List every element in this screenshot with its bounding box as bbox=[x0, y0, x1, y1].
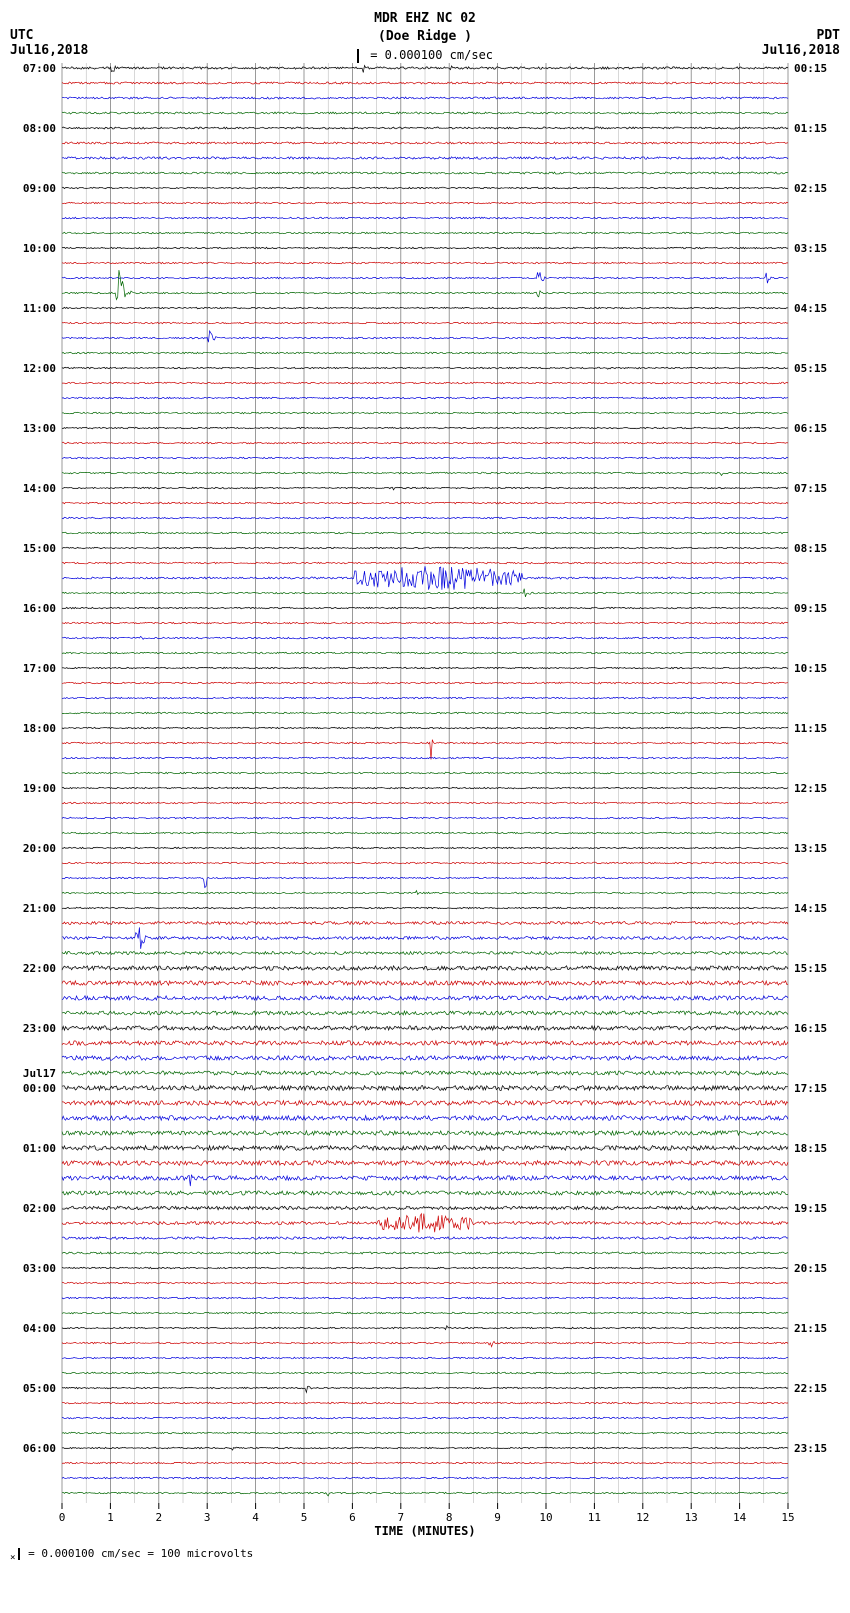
svg-text:6: 6 bbox=[349, 1511, 356, 1524]
svg-text:05:00: 05:00 bbox=[23, 1382, 56, 1395]
svg-text:21:00: 21:00 bbox=[23, 902, 56, 915]
svg-text:14:00: 14:00 bbox=[23, 482, 56, 495]
right-tz-label: PDT bbox=[762, 28, 840, 43]
svg-text:15:00: 15:00 bbox=[23, 542, 56, 555]
svg-text:12: 12 bbox=[636, 1511, 649, 1524]
svg-text:13:00: 13:00 bbox=[23, 422, 56, 435]
footer-bar-icon bbox=[18, 1548, 20, 1560]
svg-text:17:15: 17:15 bbox=[794, 1082, 827, 1095]
svg-text:00:00: 00:00 bbox=[23, 1082, 56, 1095]
svg-text:15:15: 15:15 bbox=[794, 962, 827, 975]
svg-text:02:15: 02:15 bbox=[794, 182, 827, 195]
svg-text:09:15: 09:15 bbox=[794, 602, 827, 615]
svg-text:06:15: 06:15 bbox=[794, 422, 827, 435]
svg-text:12:15: 12:15 bbox=[794, 782, 827, 795]
svg-text:01:15: 01:15 bbox=[794, 122, 827, 135]
scale-text: = 0.000100 cm/sec bbox=[370, 48, 493, 62]
svg-text:3: 3 bbox=[204, 1511, 211, 1524]
svg-text:20:15: 20:15 bbox=[794, 1262, 827, 1275]
svg-text:13:15: 13:15 bbox=[794, 842, 827, 855]
right-timezone-block: PDT Jul16,2018 bbox=[762, 28, 840, 58]
location-line: (Doe Ridge ) bbox=[10, 28, 840, 46]
svg-text:5: 5 bbox=[301, 1511, 308, 1524]
svg-text:23:00: 23:00 bbox=[23, 1022, 56, 1035]
svg-text:09:00: 09:00 bbox=[23, 182, 56, 195]
svg-text:10: 10 bbox=[539, 1511, 552, 1524]
station-header: MDR EHZ NC 02 (Doe Ridge ) bbox=[10, 10, 840, 46]
svg-text:11:15: 11:15 bbox=[794, 722, 827, 735]
svg-text:03:00: 03:00 bbox=[23, 1262, 56, 1275]
scale-note: = 0.000100 cm/sec bbox=[10, 48, 840, 63]
left-tz-label: UTC bbox=[10, 28, 88, 43]
svg-text:06:00: 06:00 bbox=[23, 1442, 56, 1455]
svg-text:14: 14 bbox=[733, 1511, 747, 1524]
svg-text:TIME (MINUTES): TIME (MINUTES) bbox=[374, 1524, 475, 1538]
svg-text:16:00: 16:00 bbox=[23, 602, 56, 615]
svg-text:20:00: 20:00 bbox=[23, 842, 56, 855]
left-timezone-block: UTC Jul16,2018 bbox=[10, 28, 88, 58]
svg-text:7: 7 bbox=[397, 1511, 404, 1524]
svg-text:18:00: 18:00 bbox=[23, 722, 56, 735]
scale-bar-icon bbox=[357, 49, 359, 63]
right-date-label: Jul16,2018 bbox=[762, 43, 840, 58]
svg-text:19:00: 19:00 bbox=[23, 782, 56, 795]
svg-text:22:00: 22:00 bbox=[23, 962, 56, 975]
svg-text:03:15: 03:15 bbox=[794, 242, 827, 255]
svg-text:21:15: 21:15 bbox=[794, 1322, 827, 1335]
svg-text:0: 0 bbox=[59, 1511, 66, 1524]
station-line: MDR EHZ NC 02 bbox=[10, 10, 840, 28]
svg-text:01:00: 01:00 bbox=[23, 1142, 56, 1155]
svg-text:07:00: 07:00 bbox=[23, 63, 56, 75]
svg-text:17:00: 17:00 bbox=[23, 662, 56, 675]
svg-text:04:15: 04:15 bbox=[794, 302, 827, 315]
svg-text:05:15: 05:15 bbox=[794, 362, 827, 375]
svg-text:08:00: 08:00 bbox=[23, 122, 56, 135]
svg-text:22:15: 22:15 bbox=[794, 1382, 827, 1395]
svg-text:11: 11 bbox=[588, 1511, 601, 1524]
svg-text:12:00: 12:00 bbox=[23, 362, 56, 375]
svg-text:18:15: 18:15 bbox=[794, 1142, 827, 1155]
svg-text:2: 2 bbox=[155, 1511, 162, 1524]
footer-scale: × = 0.000100 cm/sec = 100 microvolts bbox=[10, 1547, 840, 1563]
seismogram-page: UTC Jul16,2018 PDT Jul16,2018 MDR EHZ NC… bbox=[10, 10, 840, 1563]
svg-text:15: 15 bbox=[781, 1511, 794, 1524]
seismogram-chart: 0123456789101112131415TIME (MINUTES)07:0… bbox=[10, 63, 840, 1543]
svg-text:02:00: 02:00 bbox=[23, 1202, 56, 1215]
svg-text:23:15: 23:15 bbox=[794, 1442, 827, 1455]
footer-text: = 0.000100 cm/sec = 100 microvolts bbox=[28, 1547, 253, 1560]
svg-text:14:15: 14:15 bbox=[794, 902, 827, 915]
svg-text:9: 9 bbox=[494, 1511, 501, 1524]
svg-text:8: 8 bbox=[446, 1511, 453, 1524]
svg-text:1: 1 bbox=[107, 1511, 114, 1524]
svg-text:19:15: 19:15 bbox=[794, 1202, 827, 1215]
svg-text:04:00: 04:00 bbox=[23, 1322, 56, 1335]
svg-text:08:15: 08:15 bbox=[794, 542, 827, 555]
svg-text:00:15: 00:15 bbox=[794, 63, 827, 75]
svg-text:10:15: 10:15 bbox=[794, 662, 827, 675]
svg-text:10:00: 10:00 bbox=[23, 242, 56, 255]
svg-text:16:15: 16:15 bbox=[794, 1022, 827, 1035]
svg-text:11:00: 11:00 bbox=[23, 302, 56, 315]
left-date-label: Jul16,2018 bbox=[10, 43, 88, 58]
svg-text:4: 4 bbox=[252, 1511, 259, 1524]
svg-text:Jul17: Jul17 bbox=[23, 1067, 56, 1080]
svg-text:07:15: 07:15 bbox=[794, 482, 827, 495]
svg-text:13: 13 bbox=[685, 1511, 698, 1524]
